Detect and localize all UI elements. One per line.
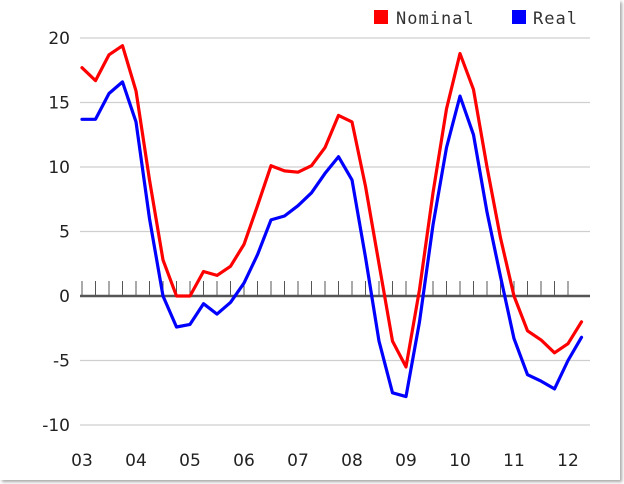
x-tick-label: 05 [179, 451, 201, 471]
legend: Nominal Real [374, 9, 578, 29]
x-tick-label: 04 [125, 451, 147, 471]
legend-label-real: Real [533, 9, 578, 29]
gridlines [80, 37, 590, 426]
x-tick-label: 09 [395, 451, 417, 471]
y-tick-label: 20 [48, 29, 70, 49]
x-tick-label: 10 [449, 451, 471, 471]
y-tick-label: 15 [48, 94, 70, 114]
y-tick-label: 5 [59, 223, 70, 243]
series-lines [80, 44, 584, 399]
y-tick-label: -10 [42, 416, 70, 436]
x-tick-label: 06 [233, 451, 255, 471]
legend-label-nominal: Nominal [396, 9, 475, 29]
x-axis-ticks: 03 04 05 06 07 08 09 10 11 12 [71, 451, 579, 471]
legend-swatch-nominal [374, 10, 388, 24]
x-tick-label: 08 [341, 451, 363, 471]
legend-swatch-real [512, 10, 526, 24]
x-tick-label: 11 [503, 451, 525, 471]
x-tick-label: 03 [71, 451, 93, 471]
y-axis-ticks: 20 15 10 5 0 -5 -10 [42, 29, 70, 436]
y-tick-label: 10 [48, 158, 70, 178]
x-tick-label: 12 [557, 451, 579, 471]
y-tick-label: 0 [59, 287, 70, 307]
series-line-real [80, 80, 584, 399]
y-tick-label: -5 [53, 352, 70, 372]
x-tick-label: 07 [287, 451, 309, 471]
series-line-nominal [80, 44, 584, 369]
